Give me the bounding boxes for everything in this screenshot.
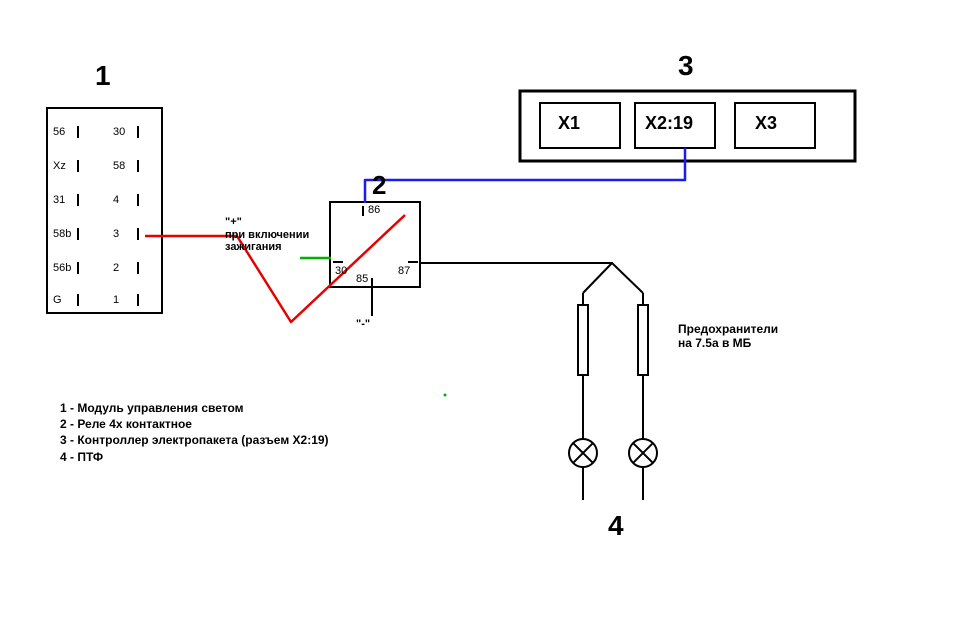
legend: 1 - Модуль управления светом 2 - Реле 4х…: [60, 400, 329, 465]
plus-sub2: зажигания: [225, 241, 282, 253]
label-2: 2: [372, 170, 386, 201]
relay-pin-86: 86: [368, 204, 380, 216]
connector-x3-label: X3: [755, 113, 777, 134]
plus-sub1: при включении: [225, 229, 309, 241]
legend-line-4: 4 - ПТФ: [60, 449, 329, 465]
relay-pin-85: 85: [356, 273, 368, 285]
relay-plus-note: "+" при включении зажигания: [225, 216, 309, 254]
label-3: 3: [678, 50, 694, 82]
legend-line-1: 1 - Модуль управления светом: [60, 400, 329, 416]
pin-xz: Xz: [53, 160, 66, 172]
pin-2: 2: [113, 262, 119, 274]
legend-line-3: 3 - Контроллер электропакета (разъем Х2:…: [60, 432, 329, 448]
pin-1: 1: [113, 294, 119, 306]
pin-3: 3: [113, 228, 119, 240]
pin-31: 31: [53, 194, 65, 206]
label-1: 1: [95, 60, 111, 92]
label-4: 4: [608, 510, 624, 542]
fuse-note: Предохранители на 7.5а в МБ: [678, 322, 778, 350]
plus-title: "+": [225, 216, 242, 228]
connector-x2-label: X2:19: [645, 113, 693, 134]
relay-pin-30: 30: [335, 265, 347, 277]
pin-30m: 30: [113, 126, 125, 138]
fuse-note-line1: Предохранители: [678, 322, 778, 336]
pin-g: G: [53, 294, 62, 306]
pin-56: 56: [53, 126, 65, 138]
connector-x1-label: X1: [558, 113, 580, 134]
pin-58: 58: [113, 160, 125, 172]
pin-58b: 58b: [53, 228, 71, 240]
relay-minus-note: "-": [356, 318, 370, 331]
pin-56b: 56b: [53, 262, 71, 274]
relay-pin-87: 87: [398, 265, 410, 277]
pin-4: 4: [113, 194, 119, 206]
legend-line-2: 2 - Реле 4х контактное: [60, 416, 329, 432]
fuse-note-line2: на 7.5а в МБ: [678, 336, 751, 350]
